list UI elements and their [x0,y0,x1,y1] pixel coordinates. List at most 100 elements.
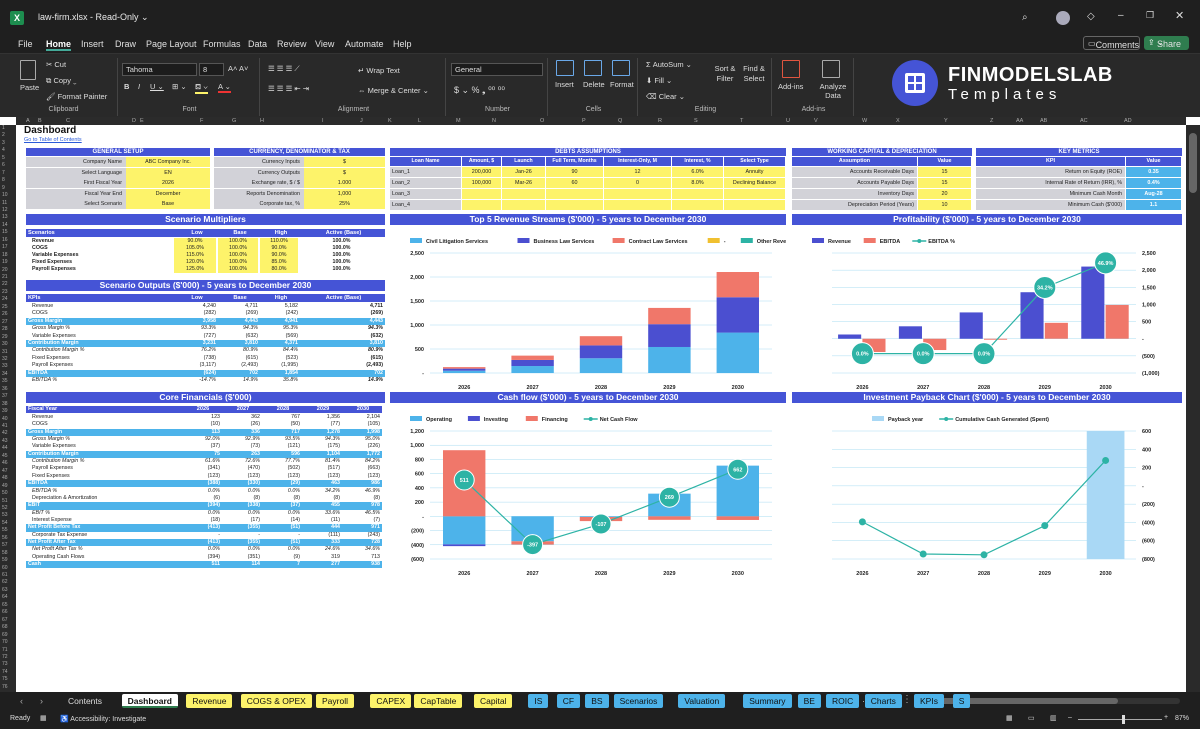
general_setup-value[interactable]: 2026 [126,178,210,188]
row-header[interactable]: 70 [2,639,8,646]
loan-value[interactable]: Jan-26 [502,167,545,177]
currency-value[interactable]: $ [304,157,385,167]
column-header[interactable]: G [232,118,237,124]
row-header[interactable]: 67 [2,616,8,623]
font-size-select[interactable]: 8 [199,63,224,76]
row-header[interactable]: 57 [2,542,8,549]
loan-value[interactable]: Annuity [724,167,785,177]
delete-cells-icon[interactable] [584,60,602,76]
currency-value[interactable]: 25% [304,199,385,209]
autosum-button[interactable]: Σ AutoSum ⌄ [646,60,692,69]
row-header[interactable]: 66 [2,609,8,616]
vertical-scrollbar[interactable] [1186,125,1200,692]
column-header[interactable]: N [492,118,496,124]
row-header[interactable]: 18 [2,251,8,258]
column-header[interactable]: AC [1080,118,1088,124]
column-header[interactable]: U [786,118,790,124]
find-select-button[interactable]: Find & Select [743,64,765,83]
row-header[interactable]: 47 [2,467,8,474]
row-header[interactable]: 54 [2,519,8,526]
row-header[interactable]: 17 [2,244,8,251]
bold-icon[interactable]: B [124,82,130,91]
tab-prev-icon[interactable]: ‹ [20,696,23,706]
multipliers-cell[interactable]: 125.0% [174,266,216,274]
row-header[interactable]: 11 [2,199,8,206]
column-header[interactable]: F [200,118,204,124]
menu-automate[interactable]: Automate [345,39,384,49]
insert-cells-icon[interactable] [556,60,574,76]
column-header[interactable]: B [38,118,42,124]
multipliers-cell[interactable]: 90.0% [174,238,216,246]
menu-review[interactable]: Review [277,39,307,49]
loan-value[interactable] [672,189,723,199]
row-header[interactable]: 31 [2,348,8,355]
font-name-select[interactable]: Tahoma [122,63,197,76]
column-header[interactable]: I [322,118,324,124]
row-header[interactable]: 43 [2,437,8,444]
multipliers-cell[interactable]: 120.0% [174,259,216,267]
sheet-tab[interactable]: CapTable [414,694,463,708]
normal-view-icon[interactable]: ▦ [1006,715,1013,722]
multipliers-cell[interactable]: 100.0% [218,245,258,253]
column-header[interactable]: E [140,118,144,124]
general_setup-value[interactable]: EN [126,167,210,178]
insert-button[interactable]: Insert [555,80,574,89]
loan-value[interactable]: 12 [604,167,671,177]
row-header[interactable]: 27 [2,318,8,325]
column-header[interactable]: H [260,118,264,124]
row-header[interactable]: 8 [2,177,5,184]
row-header[interactable]: 76 [2,683,8,690]
column-header[interactable]: O [540,118,545,124]
row-header[interactable]: 53 [2,512,8,519]
wc-value[interactable]: 10 [918,200,971,210]
diamond-icon[interactable]: ◇ [1087,11,1095,22]
row-header[interactable]: 10 [2,192,8,199]
menu-draw[interactable]: Draw [115,39,137,49]
kpi-value[interactable]: 0.4% [1126,178,1181,188]
loan-value[interactable]: Mar-26 [502,178,545,188]
row-header[interactable]: 73 [2,661,8,668]
sheet-tab[interactable]: S [952,694,971,708]
row-header[interactable]: 40 [2,415,8,422]
sheet-tab[interactable]: COGS & OPEX [240,694,312,708]
kpi-value[interactable]: 1.1 [1126,200,1181,210]
row-header[interactable]: 2 [2,132,5,139]
share-button[interactable]: ⇪ Share ⌄ [1144,36,1189,50]
column-header[interactable]: Z [990,118,994,124]
row-header[interactable]: 44 [2,445,8,452]
column-header[interactable]: C [66,118,70,124]
row-header[interactable]: 26 [2,311,8,318]
multipliers-cell[interactable]: 115.0% [174,252,216,260]
row-header[interactable]: 37 [2,393,8,400]
row-header[interactable]: 28 [2,326,8,333]
wrap-text-button[interactable]: ↵ Wrap Text [358,66,400,75]
align-left-icon[interactable]: ☰ ☰ ☰ ⇤ ⇥ [268,84,310,93]
loan-value[interactable] [502,189,545,199]
row-header[interactable]: 62 [2,579,8,586]
row-header[interactable]: 14 [2,221,8,228]
loan-value[interactable]: Declining Balance [724,178,785,188]
zoom-out-icon[interactable]: – [1068,714,1072,721]
row-header[interactable]: 52 [2,504,8,511]
row-header[interactable]: 59 [2,557,8,564]
column-header[interactable]: S [694,118,698,124]
row-header[interactable]: 13 [2,214,8,221]
comments-button[interactable]: ▭ Comments [1083,36,1140,50]
column-headers[interactable]: A B C D E F G H I J K L M N O P Q R S T U V W X Y Z AA AB AC AD [16,117,1186,125]
accessibility-status[interactable]: ♿ Accessibility: Investigate [60,716,147,723]
column-header[interactable]: A [26,118,30,124]
column-header[interactable]: V [814,118,818,124]
row-header[interactable]: 15 [2,229,8,236]
font-color-icon[interactable]: A ⌄ [218,82,231,93]
italic-icon[interactable]: I [138,82,141,91]
loan-value[interactable]: 0 [604,178,671,188]
macro-icon[interactable]: ▦ [40,715,47,722]
multipliers-cell[interactable]: 90.0% [260,252,298,260]
multipliers-cell[interactable]: 85.0% [260,259,298,267]
loan-value[interactable] [546,200,603,210]
multipliers-cell[interactable]: 100.0% [218,259,258,267]
row-header[interactable]: 12 [2,206,8,213]
loan-value[interactable] [604,189,671,199]
multipliers-cell[interactable]: 100.0% [218,252,258,260]
row-header[interactable]: 46 [2,460,8,467]
